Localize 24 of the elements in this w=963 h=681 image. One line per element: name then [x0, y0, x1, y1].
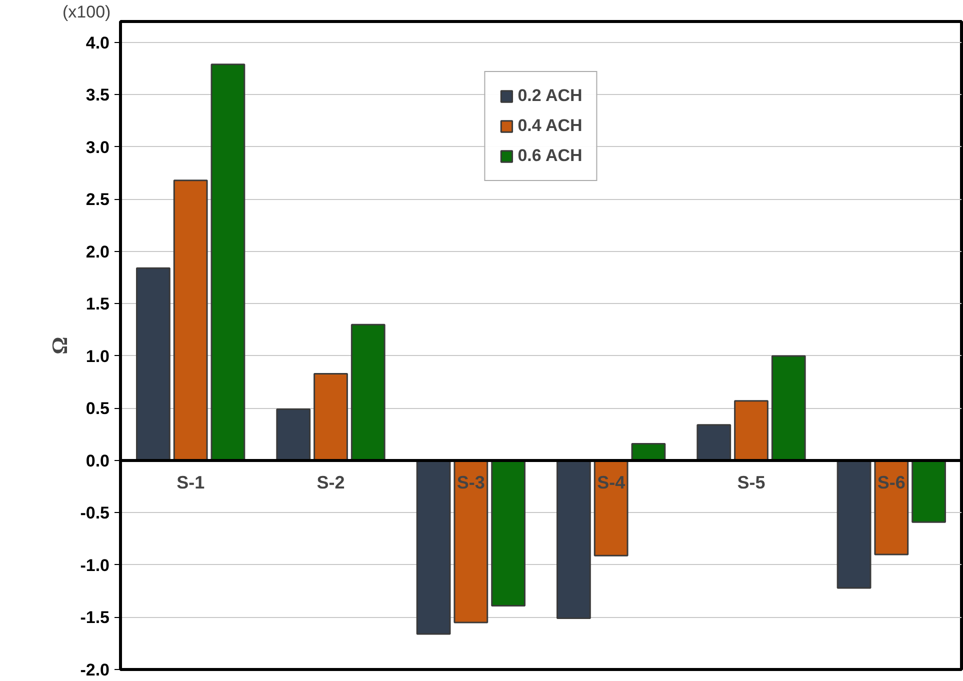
y-tick-label: -1.5: [80, 608, 110, 628]
x-tick-label: S-6: [877, 472, 906, 492]
legend-label: 0.2 ACH: [518, 86, 582, 106]
x-tick-label: S-2: [316, 472, 345, 492]
y-tick-label: 2.5: [86, 190, 110, 210]
y-tick-label: -0.5: [80, 504, 110, 523]
x-tick-label: S-3: [456, 472, 485, 492]
legend-label: 0.6 ACH: [518, 146, 582, 166]
x-tick-label: S-5: [737, 472, 766, 492]
y-axis-title: Ω: [47, 336, 72, 354]
y-tick-label: 4.0: [86, 33, 110, 52]
y-tick-label: -2.0: [80, 660, 110, 680]
y-tick-label: 1.0: [86, 346, 110, 366]
legend-label: 0.4 ACH: [518, 116, 582, 136]
x-tick-label: S-4: [597, 472, 626, 492]
y-tick-label: 0.0: [86, 451, 110, 470]
x-tick-label: S-1: [176, 472, 205, 492]
y-tick-label: 0.5: [86, 399, 110, 418]
text: (x100): [62, 2, 111, 22]
y-tick-label: 3.5: [86, 86, 110, 105]
y-tick-label: -1.0: [80, 556, 110, 575]
y-tick-label: 2.0: [86, 242, 110, 262]
y-tick-label: 3.0: [86, 138, 110, 157]
y-tick-label: 1.5: [86, 294, 110, 314]
